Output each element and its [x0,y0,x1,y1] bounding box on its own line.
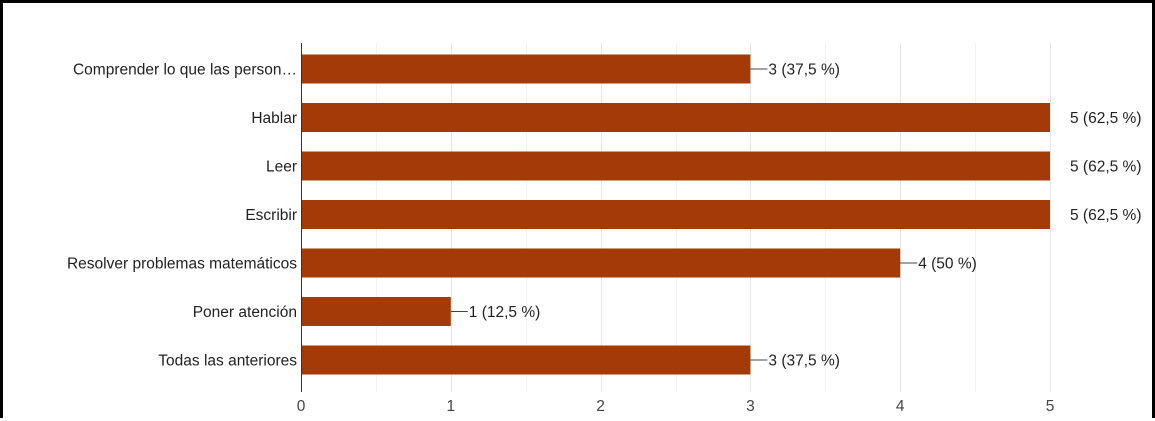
x-tick-label: 0 [297,398,306,415]
data-label: 1 (12,5 %) [469,304,541,321]
data-label: 5 (62,5 %) [1070,159,1142,176]
category-label: Leer [266,159,297,176]
bar [301,103,1050,132]
data-label: 5 (62,5 %) [1070,207,1142,224]
bar-chart: 0 1 2 3 4 5 Comprender lo que las person… 3 (3… [67,43,1142,415]
data-label: 4 (50 %) [918,256,977,273]
category-label: Comprender lo que las person… [73,62,297,79]
category-label: Todas las anteriores [158,353,297,370]
bar [301,345,751,375]
bar [301,200,1050,229]
bar [301,297,451,326]
x-tick-label: 5 [1046,398,1055,415]
x-tick-label: 3 [746,398,755,415]
data-label: 5 (62,5 %) [1070,110,1142,127]
axes: 0 1 2 3 4 5 [297,43,1055,415]
bar [301,248,901,278]
bar [301,54,751,84]
category-label: Escribir [245,207,297,224]
labels: Comprender lo que las person… 3 (37,5 %) H… [67,62,1142,370]
x-tick-label: 2 [596,398,605,415]
bar [301,151,1050,181]
x-tick-label: 1 [446,398,455,415]
category-label: Poner atención [193,304,297,321]
data-label: 3 (37,5 %) [768,62,840,79]
data-label: 3 (37,5 %) [768,353,840,370]
x-tick-label: 4 [896,398,905,415]
bars [301,54,1050,375]
category-label: Resolver problemas matemáticos [67,256,297,273]
category-label: Hablar [251,110,297,127]
